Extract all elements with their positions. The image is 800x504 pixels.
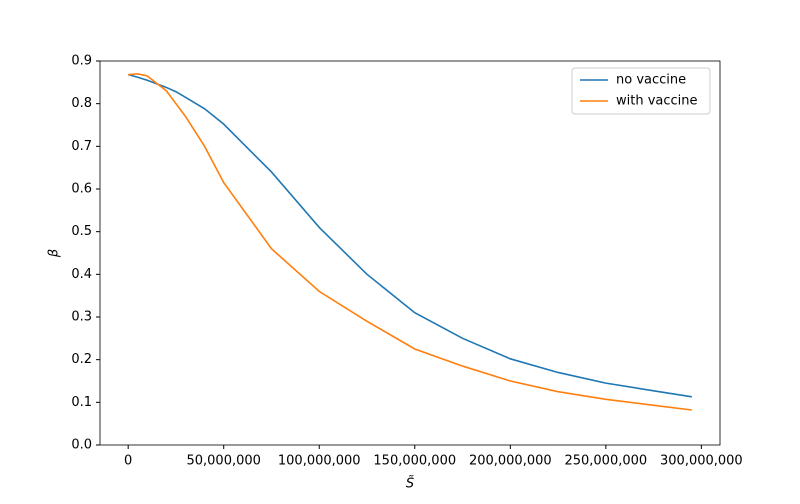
- x-tick-label: 200,000,000: [469, 454, 552, 469]
- plot-frame: [99, 60, 721, 446]
- x-tick-label: 250,000,000: [564, 454, 647, 469]
- y-tick-label: 0.3: [71, 310, 92, 325]
- legend-label: no vaccine: [616, 73, 686, 88]
- x-tick-label: 150,000,000: [373, 454, 456, 469]
- y-tick-label: 0.2: [71, 352, 92, 367]
- line: [128, 72, 692, 411]
- x-tick-label: 300,000,000: [660, 454, 743, 469]
- y-tick-label: 0.4: [71, 267, 92, 282]
- x-axis-label: S̃: [406, 476, 414, 491]
- y-tick-label: 0.5: [71, 224, 92, 239]
- y-tick-label: 0.7: [71, 139, 92, 154]
- y-tick-label: 0.6: [71, 182, 92, 197]
- y-tick-label: 0.0: [71, 438, 92, 453]
- y-tick-label: 0.9: [71, 54, 92, 69]
- y-axis-label: β: [47, 249, 62, 258]
- x-tick-label: 50,000,000: [186, 454, 260, 469]
- line: [127, 73, 692, 398]
- legend-label: with vaccine: [616, 94, 698, 109]
- y-tick-label: 0.8: [71, 96, 92, 111]
- x-tick-label: 100,000,000: [278, 454, 361, 469]
- x-tick-label: 0: [124, 454, 132, 469]
- y-tick-label: 0.1: [71, 395, 92, 410]
